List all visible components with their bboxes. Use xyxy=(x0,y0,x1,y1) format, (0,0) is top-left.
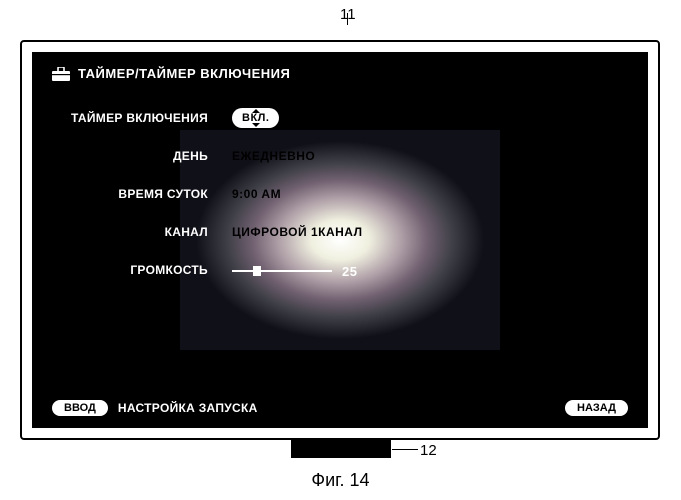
value-time[interactable]: 9:00 AM xyxy=(232,187,628,201)
value-volume[interactable]: 25 xyxy=(232,261,628,279)
tv-screen: ТАЙМЕР/ТАЙМЕР ВКЛЮЧЕНИЯ ТАЙМЕР ВКЛЮЧЕНИЯ… xyxy=(32,52,648,428)
value-channel[interactable]: ЦИФРОВОЙ 1КАНАЛ xyxy=(232,225,628,239)
enter-button[interactable]: ВВОД xyxy=(52,400,108,416)
row-volume[interactable]: ГРОМКОСТЬ 25 xyxy=(52,251,628,289)
ir-receiver xyxy=(291,440,391,458)
callout-ir-line xyxy=(392,449,418,450)
callout-ir-number: 12 xyxy=(420,442,437,459)
footer-hint: НАСТРОЙКА ЗАПУСКА xyxy=(118,401,258,415)
value-day[interactable]: ЕЖЕДНЕВНО xyxy=(232,149,628,163)
figure-label: Фиг. 14 xyxy=(311,470,369,491)
label-volume: ГРОМКОСТЬ xyxy=(52,263,232,277)
row-channel[interactable]: КАНАЛ ЦИФРОВОЙ 1КАНАЛ xyxy=(52,213,628,251)
row-day[interactable]: ДЕНЬ ЕЖЕДНЕВНО xyxy=(52,137,628,175)
volume-thumb[interactable] xyxy=(253,266,261,276)
chevron-up-icon[interactable] xyxy=(252,109,260,113)
toolbox-icon xyxy=(52,67,70,81)
label-time: ВРЕМЯ СУТОК xyxy=(52,187,232,201)
chevron-down-icon[interactable] xyxy=(252,123,260,127)
volume-slider[interactable]: 25 xyxy=(232,264,357,279)
footer-bar: ВВОД НАСТРОЙКА ЗАПУСКА НАЗАД xyxy=(32,400,648,416)
callout-device-number: 11 xyxy=(340,6,356,23)
menu-title: ТАЙМЕР/ТАЙМЕР ВКЛЮЧЕНИЯ xyxy=(78,66,290,81)
label-channel: КАНАЛ xyxy=(52,225,232,239)
figure-container: 11 ТАЙМЕР/ТАЙМЕР ВКЛЮЧЕНИЯ ТАЙМЕР ВКЛЮЧЕ… xyxy=(0,0,681,500)
back-button[interactable]: НАЗАД xyxy=(565,400,628,416)
label-on-timer: ТАЙМЕР ВКЛЮЧЕНИЯ xyxy=(52,111,232,125)
row-on-timer[interactable]: ТАЙМЕР ВКЛЮЧЕНИЯ ВКЛ. xyxy=(52,99,628,137)
tv-device-frame: ТАЙМЕР/ТАЙМЕР ВКЛЮЧЕНИЯ ТАЙМЕР ВКЛЮЧЕНИЯ… xyxy=(20,40,660,440)
value-on-timer[interactable]: ВКЛ. xyxy=(232,108,628,128)
volume-track[interactable] xyxy=(232,270,332,272)
label-day: ДЕНЬ xyxy=(52,149,232,163)
row-time[interactable]: ВРЕМЯ СУТОК 9:00 AM xyxy=(52,175,628,213)
settings-list: ТАЙМЕР ВКЛЮЧЕНИЯ ВКЛ. ДЕНЬ ЕЖЕДНЕВНО ВРЕ xyxy=(32,89,648,289)
volume-value-text: 25 xyxy=(342,264,357,279)
menu-header: ТАЙМЕР/ТАЙМЕР ВКЛЮЧЕНИЯ xyxy=(32,52,648,89)
on-timer-pill[interactable]: ВКЛ. xyxy=(232,108,279,128)
